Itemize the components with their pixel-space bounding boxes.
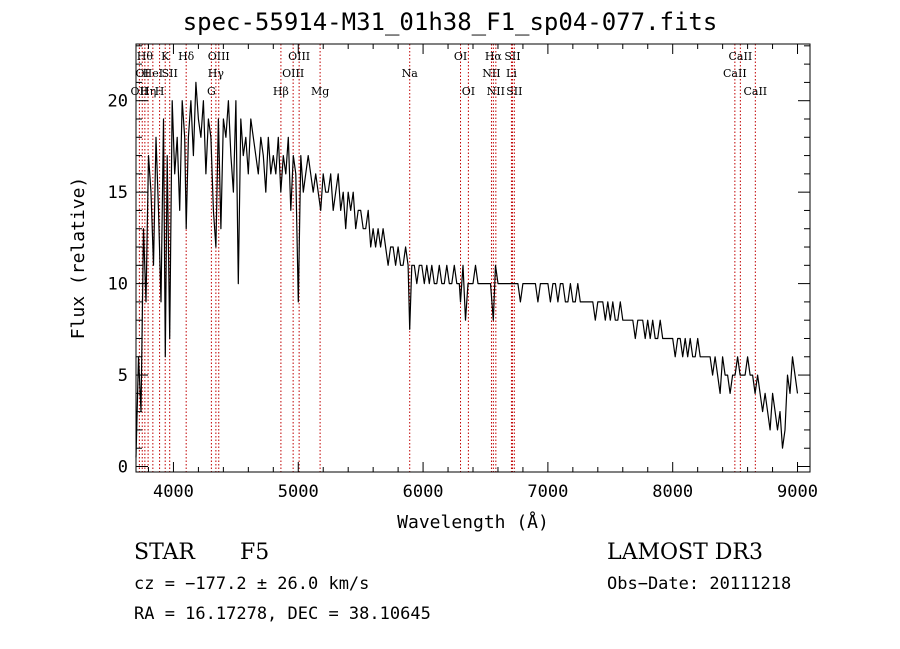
series-spectrum <box>135 81 799 458</box>
line-marker-label-5: H <box>155 85 165 98</box>
line-marker-label-16: Na <box>402 67 419 80</box>
line-marker-label-8: Hδ <box>178 50 195 63</box>
x-tick-label-0: 4000 <box>153 482 194 502</box>
line-marker-label-26: CaII <box>729 50 753 63</box>
x-tick-label-2: 6000 <box>403 482 444 502</box>
line-marker-label-6: K <box>161 50 170 63</box>
object-subclass: F5 <box>240 540 270 565</box>
line-marker-label-2: Hθ <box>137 50 154 63</box>
line-marker-label-24: SII <box>506 85 522 98</box>
y-axis-label: Flux (relative) <box>68 177 89 340</box>
line-marker-label-17: OI <box>454 50 467 63</box>
x-tick-label-3: 7000 <box>527 482 568 502</box>
coordinates: RA = 16.17278, DEC = 38.10645 <box>134 604 431 624</box>
x-axis-ticks: 4000 5000 6000 7000 8000 9000 <box>147 44 818 502</box>
y-axis-ticks: 0 5 10 15 20 <box>108 45 810 478</box>
y-tick-label-1: 5 <box>118 366 128 386</box>
line-marker-label-1: OI <box>136 67 149 80</box>
line-marker-label-14: OIII <box>288 50 310 63</box>
line-marker-label-10: Hγ <box>208 67 225 80</box>
x-tick-label-1: 5000 <box>278 482 319 502</box>
line-marker-label-20: Hα <box>485 50 503 63</box>
chart-title: spec-55914-M31_01h38_F1_sp04-077.fits <box>182 8 718 36</box>
line-marker-label-4: HeI <box>143 67 163 80</box>
line-marker-label-0: OII <box>131 85 149 98</box>
line-marker-label-18: OI <box>462 85 475 98</box>
line-marker-label-27: CaII <box>743 85 767 98</box>
x-tick-label-4: 8000 <box>652 482 693 502</box>
line-marker-label-19: NII <box>482 67 500 80</box>
line-markers <box>138 44 756 472</box>
line-marker-label-21: NII <box>487 85 505 98</box>
x-tick-label-5: 9000 <box>777 482 818 502</box>
y-tick-label-0: 0 <box>118 458 128 478</box>
line-marker-label-13: OIII <box>282 67 304 80</box>
line-marker-label-9: G <box>207 85 216 98</box>
line-marker-label-22: Li <box>506 67 517 80</box>
redshift-velocity: cz = −177.2 ± 26.0 km/s <box>134 574 370 594</box>
line-marker-label-7: SII <box>162 67 178 80</box>
plot-frame <box>135 43 811 473</box>
line-marker-labels: OIIOIHθHηHeIHKSIIHδGHγOIIIHβOIIIOIIIMgNa… <box>131 50 768 98</box>
line-marker-label-3: Hη <box>140 85 156 98</box>
spectrum-series <box>135 81 799 458</box>
observation-date: Obs−Date: 20111218 <box>607 574 792 594</box>
line-marker-label-25: CaII <box>723 67 747 80</box>
survey-name: LAMOST DR3 <box>607 540 763 565</box>
line-marker-label-11: OIII <box>208 50 230 63</box>
line-marker-label-15: Mg <box>311 85 329 98</box>
x-axis-label: Wavelength (Å) <box>397 511 549 533</box>
object-class: STAR <box>134 540 195 565</box>
y-tick-label-4: 20 <box>108 92 128 112</box>
y-tick-label-3: 15 <box>108 183 128 203</box>
y-tick-label-2: 10 <box>108 275 128 295</box>
line-marker-label-12: Hβ <box>273 85 289 98</box>
line-marker-label-23: SII <box>504 50 520 63</box>
